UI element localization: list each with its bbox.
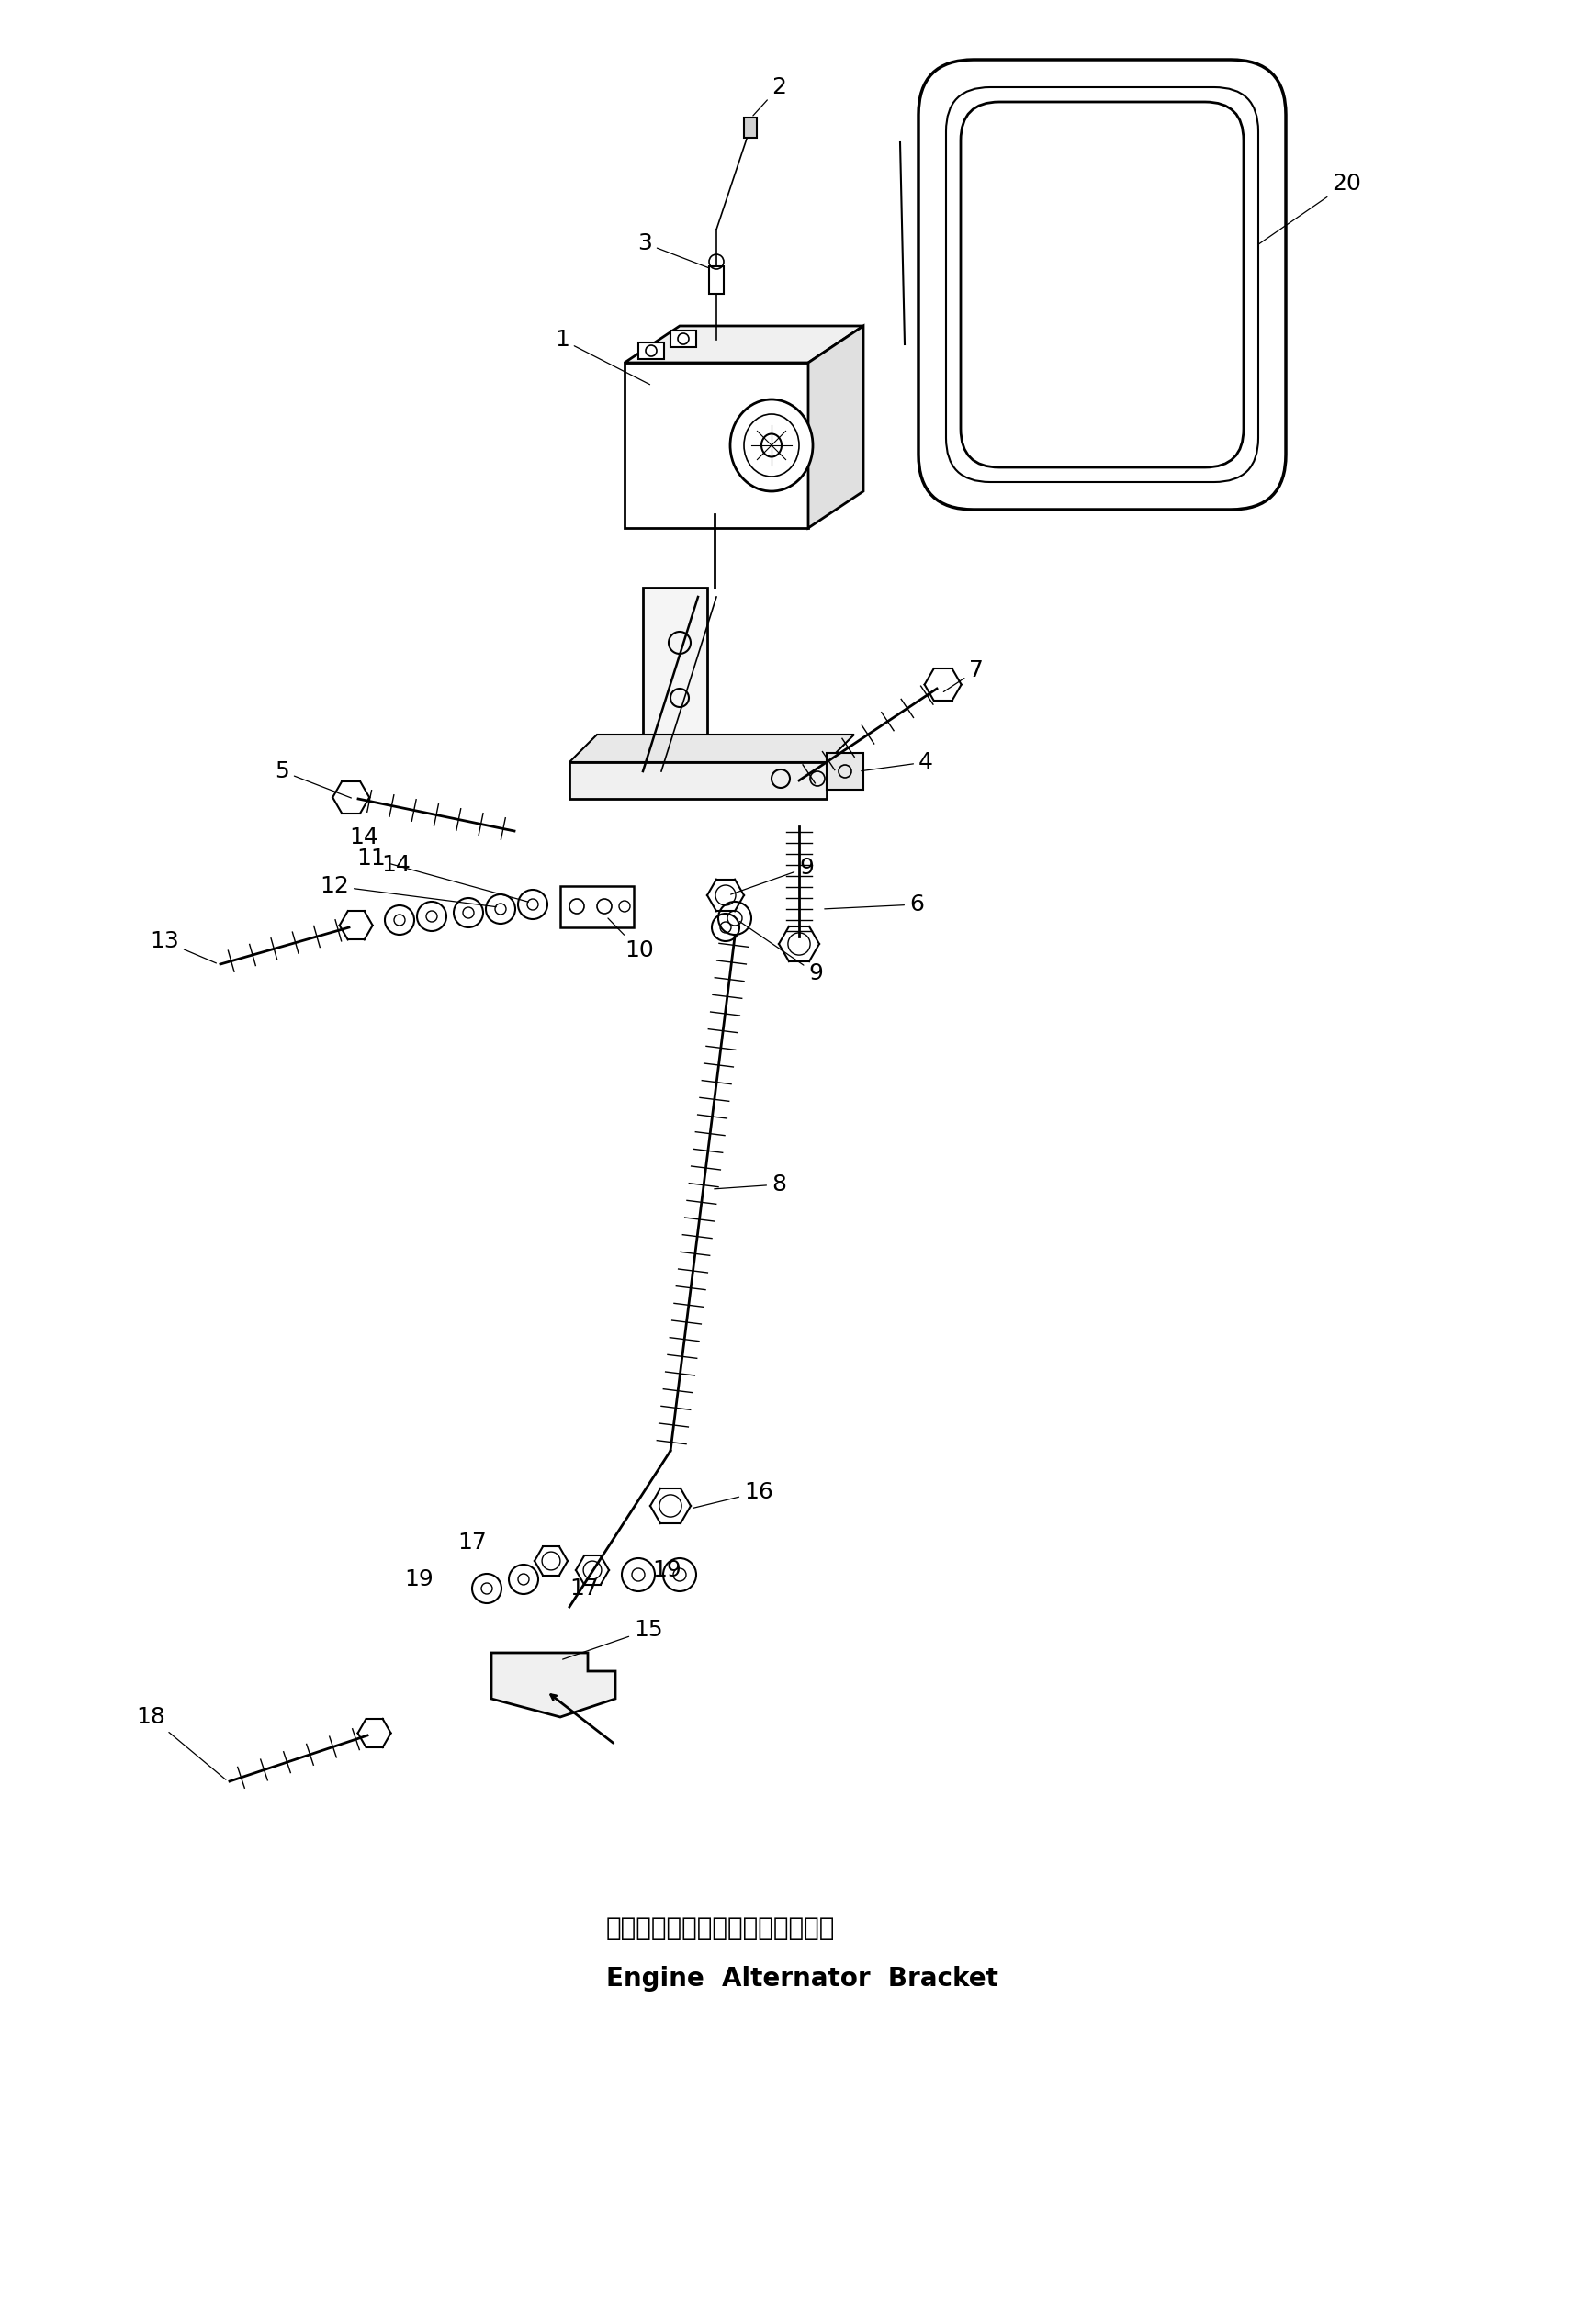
Text: 9: 9 xyxy=(730,858,814,895)
Polygon shape xyxy=(624,363,809,528)
Text: 16: 16 xyxy=(694,1480,773,1508)
Text: 15: 15 xyxy=(563,1620,662,1659)
Polygon shape xyxy=(569,734,855,762)
Text: 2: 2 xyxy=(754,77,787,116)
Bar xyxy=(710,267,724,293)
Bar xyxy=(560,885,634,927)
Polygon shape xyxy=(643,588,706,781)
Polygon shape xyxy=(492,1652,615,1717)
Text: 19: 19 xyxy=(653,1559,681,1580)
Text: 14: 14 xyxy=(349,827,378,848)
Text: 17: 17 xyxy=(569,1578,599,1599)
Polygon shape xyxy=(826,753,863,790)
Bar xyxy=(744,119,757,137)
Bar xyxy=(670,330,695,346)
Ellipse shape xyxy=(730,400,812,490)
Text: 19: 19 xyxy=(404,1569,434,1590)
Text: 11: 11 xyxy=(356,848,528,902)
Text: 8: 8 xyxy=(714,1174,787,1195)
Text: 6: 6 xyxy=(825,892,924,916)
Ellipse shape xyxy=(762,435,782,458)
Text: 18: 18 xyxy=(136,1706,226,1780)
Text: 1: 1 xyxy=(555,328,650,383)
Text: 9: 9 xyxy=(740,923,823,985)
Polygon shape xyxy=(809,325,863,528)
Polygon shape xyxy=(569,762,826,799)
Text: 3: 3 xyxy=(637,232,710,267)
Text: 7: 7 xyxy=(943,660,984,693)
Text: 20: 20 xyxy=(1243,172,1361,256)
Text: 5: 5 xyxy=(274,760,352,797)
Text: 17: 17 xyxy=(457,1532,487,1555)
Text: 4: 4 xyxy=(861,751,934,774)
Text: 13: 13 xyxy=(150,930,216,962)
FancyBboxPatch shape xyxy=(946,88,1258,481)
Text: 12: 12 xyxy=(320,876,497,906)
Text: 10: 10 xyxy=(609,918,654,962)
Text: 14: 14 xyxy=(382,853,410,876)
Text: エンジンオルタネータブラケット: エンジンオルタネータブラケット xyxy=(606,1915,836,1941)
Text: Engine  Alternator  Bracket: Engine Alternator Bracket xyxy=(606,1966,998,1992)
Polygon shape xyxy=(624,325,863,363)
Bar xyxy=(639,342,664,358)
